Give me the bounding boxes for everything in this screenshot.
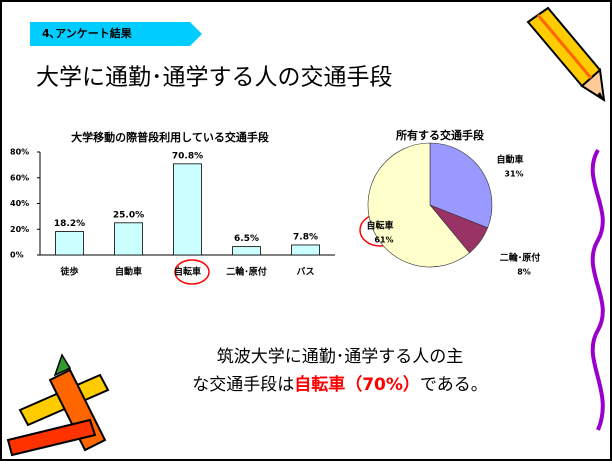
bar bbox=[115, 223, 143, 255]
bar bbox=[292, 245, 320, 255]
chart-title: 大学移動の際普段利用している交通手段 bbox=[71, 130, 269, 144]
y-tick-label: 80% bbox=[10, 148, 29, 157]
slice-label: 二輪･原付 bbox=[500, 252, 541, 264]
tag: 4､アンケート結果 bbox=[42, 26, 132, 40]
body-text: な交通手段は bbox=[192, 375, 294, 395]
body-text: 筑波大学に通勤･通学する人の主 bbox=[217, 347, 464, 367]
bar bbox=[56, 232, 84, 255]
y-tick-label: 0% bbox=[10, 251, 24, 260]
value-label: 70.8% bbox=[172, 151, 203, 161]
value-label: 6.5% bbox=[234, 234, 259, 244]
x-tick-label: 二輪･原付 bbox=[226, 266, 267, 278]
body-text: な交通手段は自転車（70%）である。 bbox=[192, 374, 488, 395]
y-tick-label: 40% bbox=[10, 199, 29, 208]
slide: 4､アンケート結果 大学に通勤･通学する人の交通手段 筑波大学に通勤･通学する人… bbox=[0, 0, 612, 461]
slice-value: 61% bbox=[374, 236, 393, 245]
x-tick-label: 自動車 bbox=[115, 266, 142, 278]
slice-value: 8% bbox=[517, 268, 531, 277]
x-tick-label: バス bbox=[296, 267, 314, 278]
slice-value: 31% bbox=[504, 170, 523, 179]
slide-title: 大学に通勤･通学する人の交通手段 bbox=[36, 65, 393, 91]
slice-label: 自動車 bbox=[496, 154, 523, 166]
chart-title: 所有する交通手段 bbox=[396, 128, 484, 142]
value-label: 25.0% bbox=[113, 210, 144, 220]
slice-label: 自転車 bbox=[366, 220, 393, 232]
value-label: 18.2% bbox=[54, 219, 85, 229]
y-tick-label: 60% bbox=[10, 173, 29, 182]
body-highlight: 自転車（70%） bbox=[294, 374, 420, 395]
bar bbox=[233, 247, 261, 255]
x-tick-label: 徒歩 bbox=[59, 266, 78, 278]
y-tick-label: 20% bbox=[10, 225, 29, 234]
body-text: である。 bbox=[420, 375, 488, 395]
bar bbox=[174, 164, 202, 255]
value-label: 7.8% bbox=[293, 232, 318, 242]
x-tick-label: 自転車 bbox=[174, 266, 201, 278]
